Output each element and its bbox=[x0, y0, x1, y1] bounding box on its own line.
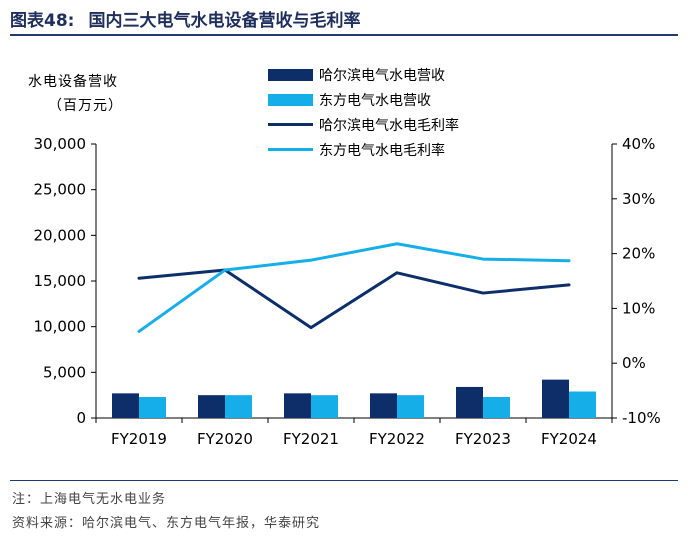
bar-harbin-revenue bbox=[370, 393, 397, 418]
right-axis-tick-label: 20% bbox=[622, 245, 655, 263]
figure-title: 图表48: 国内三大电气水电设备营收与毛利率 bbox=[10, 6, 360, 31]
legend-label: 哈尔滨电气水电毛利率 bbox=[319, 117, 459, 134]
bar-dongfang-revenue bbox=[483, 396, 510, 418]
legend: 哈尔滨电气水电营收 东方电气水电营收 哈尔滨电气水电毛利率 东方电气水电毛利率 bbox=[268, 62, 459, 162]
right-axis-tick-label: 30% bbox=[622, 190, 655, 208]
bar-dongfang-revenue bbox=[311, 395, 338, 418]
left-axis-tick-label: 15,000 bbox=[34, 272, 87, 290]
left-axis-tick-label: 20,000 bbox=[34, 226, 87, 244]
bar-harbin-revenue bbox=[456, 386, 483, 418]
legend-swatch-dongfang-revenue bbox=[268, 93, 313, 106]
legend-item-harbin-revenue: 哈尔滨电气水电营收 bbox=[268, 62, 459, 87]
left-axis-tick-label: 30,000 bbox=[34, 135, 87, 153]
legend-label: 东方电气水电毛利率 bbox=[319, 142, 445, 159]
legend-swatch-dongfang-margin bbox=[268, 148, 313, 151]
footer-source: 资料来源：哈尔滨电气、东方电气年报，华泰研究 bbox=[12, 516, 321, 531]
bar-harbin-revenue bbox=[542, 379, 569, 418]
legend-label: 哈尔滨电气水电营收 bbox=[319, 67, 445, 84]
bar-harbin-revenue bbox=[112, 393, 139, 418]
right-axis-tick-label: 40% bbox=[622, 135, 655, 153]
bar-dongfang-revenue bbox=[139, 396, 166, 418]
legend-label: 东方电气水电营收 bbox=[319, 92, 431, 109]
left-axis-title-unit: （百万元） bbox=[48, 98, 123, 114]
x-axis-tick-label: FY2019 bbox=[111, 430, 167, 448]
line-dongfang-margin bbox=[137, 242, 571, 333]
title-rule bbox=[10, 34, 678, 36]
left-axis-tick-label: 0 bbox=[76, 409, 86, 427]
legend-swatch-harbin-revenue bbox=[268, 68, 313, 81]
legend-swatch-harbin-margin bbox=[268, 123, 313, 126]
left-axis-tick-label: 10,000 bbox=[34, 318, 87, 336]
x-axis-tick-label: FY2020 bbox=[197, 430, 253, 448]
left-axis-title: 水电设备营收 （百万元） bbox=[28, 70, 123, 118]
bar-harbin-revenue bbox=[198, 395, 225, 418]
figure-title-text: 国内三大电气水电设备营收与毛利率 bbox=[88, 11, 361, 31]
x-axis-tick-label: FY2022 bbox=[369, 430, 425, 448]
bar-harbin-revenue bbox=[284, 393, 311, 418]
bar-dongfang-revenue bbox=[569, 391, 596, 418]
line-harbin-margin bbox=[137, 268, 571, 330]
right-axis-tick-label: 10% bbox=[622, 299, 655, 317]
x-axis-tick-label: FY2024 bbox=[541, 430, 597, 448]
bar-dongfang-revenue bbox=[225, 395, 252, 418]
left-axis-tick-label: 5,000 bbox=[43, 363, 86, 381]
legend-item-harbin-margin: 哈尔滨电气水电毛利率 bbox=[268, 112, 459, 137]
legend-item-dongfang-revenue: 东方电气水电营收 bbox=[268, 87, 459, 112]
footer-note: 注：上海电气无水电业务 bbox=[12, 492, 167, 507]
footer-rule bbox=[10, 480, 678, 481]
left-axis-tick-label: 25,000 bbox=[34, 181, 87, 199]
right-axis-tick-label: 0% bbox=[622, 354, 646, 372]
x-axis-tick-label: FY2023 bbox=[455, 430, 511, 448]
legend-item-dongfang-margin: 东方电气水电毛利率 bbox=[268, 137, 459, 162]
left-axis-title-line1: 水电设备营收 bbox=[28, 74, 118, 90]
bar-dongfang-revenue bbox=[397, 395, 424, 418]
right-axis-tick-label: -10% bbox=[622, 409, 661, 427]
x-axis-tick-label: FY2021 bbox=[283, 430, 339, 448]
figure-number: 图表48: bbox=[10, 11, 75, 31]
